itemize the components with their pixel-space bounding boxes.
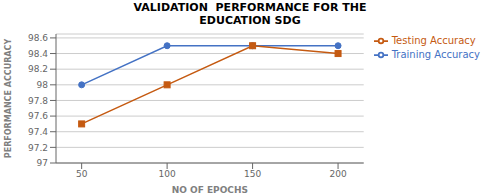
svg-text:150: 150 <box>244 169 261 179</box>
svg-text:98.2: 98.2 <box>28 64 48 74</box>
html-text:Testing Accuracy: Testing Accuracy <box>391 35 476 46</box>
svg-text:200: 200 <box>329 169 346 179</box>
svg-text:97.6: 97.6 <box>28 111 48 121</box>
svg-text:97.4: 97.4 <box>28 127 48 137</box>
svg-text:97.2: 97.2 <box>28 143 48 153</box>
svg-text:97.8: 97.8 <box>28 96 48 106</box>
svg-text:98.6: 98.6 <box>28 33 48 43</box>
svg-text:NO OF EPOCHS: NO OF EPOCHS <box>172 185 248 195</box>
svg-text:50: 50 <box>76 169 88 179</box>
svg-text:98.4: 98.4 <box>28 49 48 59</box>
svg-text:PERFORMANCE ACCURACY: PERFORMANCE ACCURACY <box>8 39 13 159</box>
svg-text:97: 97 <box>37 158 48 168</box>
html-text:Training Accuracy: Training Accuracy <box>391 49 480 60</box>
svg-text:98: 98 <box>37 80 49 90</box>
svg-text:100: 100 <box>159 169 176 179</box>
html-text:VALIDATION PERFORMANCE FOR THE: VALIDATION PERFORMANCE FOR THE EDUCATION… <box>133 1 367 27</box>
